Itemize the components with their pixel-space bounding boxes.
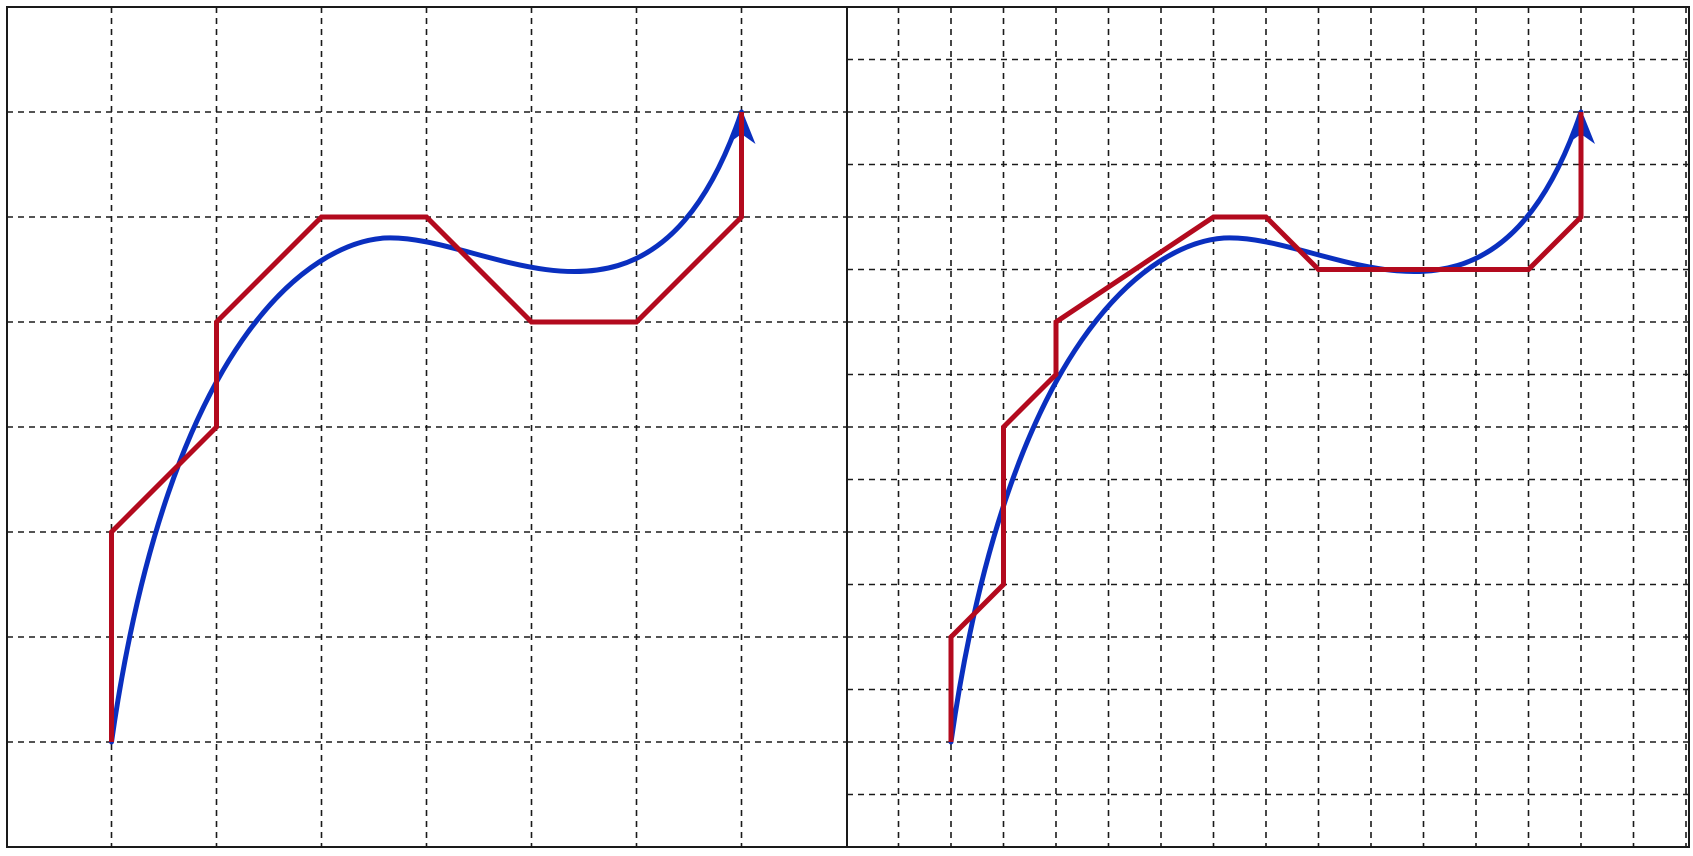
smooth-curve	[109, 109, 744, 745]
panel-coarse-grid	[7, 7, 847, 847]
grid-path-approximation	[948, 112, 1584, 742]
grid-path-approximation	[109, 112, 744, 742]
plot-marks-coarse	[109, 109, 756, 745]
grid-lines-coarse	[7, 7, 847, 847]
plot-marks-fine	[948, 109, 1595, 745]
smooth-curve	[948, 109, 1584, 745]
grid-lines-fine	[847, 7, 1689, 847]
panel-fine-grid	[847, 7, 1689, 847]
